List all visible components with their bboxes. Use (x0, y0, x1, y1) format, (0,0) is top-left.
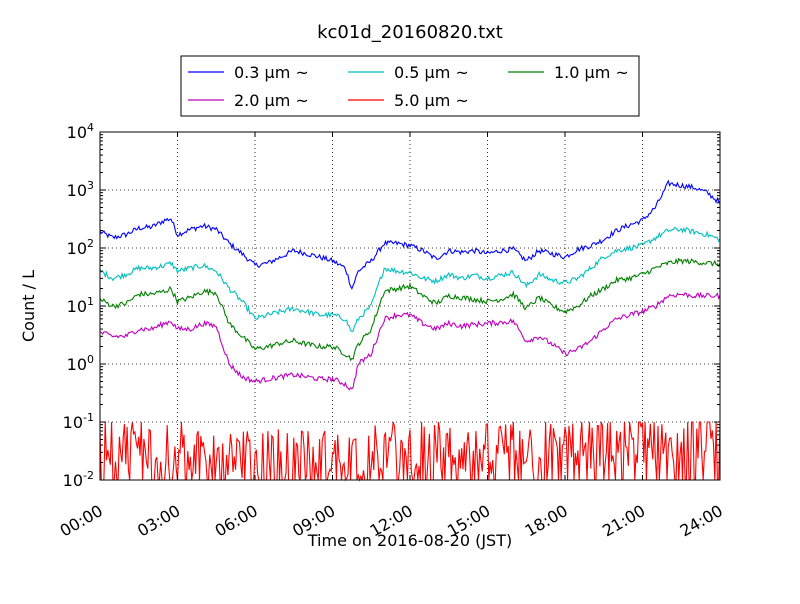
y-tick-label: 100 (67, 353, 94, 374)
legend-label: 1.0 μm ~ (554, 63, 629, 82)
series-line-3 (99, 291, 721, 391)
y-tick-label: 104 (67, 121, 94, 142)
y-tick-label: 10-1 (63, 411, 94, 432)
x-tick-label: 21:00 (599, 501, 648, 541)
ticks: 00:00 03:00 06:00 09:00 12:00 15:00 18:00 21:00… (57, 121, 726, 541)
y-tick-label: 102 (67, 237, 94, 258)
legend-label: 5.0 μm ~ (394, 91, 469, 110)
x-tick-label: 03:00 (134, 501, 183, 541)
legend-label: 2.0 μm ~ (234, 91, 309, 110)
series-line-1 (99, 226, 721, 333)
x-tick-label: 24:00 (677, 501, 726, 541)
series-line-0 (99, 179, 721, 290)
y-axis-label: Count / L (19, 270, 38, 342)
y-tick-label: 103 (67, 179, 94, 200)
y-tick-label: 101 (67, 295, 94, 316)
x-tick-label: 18:00 (522, 501, 571, 541)
grid (100, 132, 720, 480)
legend-box (180, 55, 640, 117)
chart-title: kc01d_20160820.txt (317, 22, 503, 43)
series-layer (99, 179, 721, 482)
x-tick-label: 00:00 (57, 501, 106, 541)
x-axis-label: Time on 2016-08-20 (JST) (307, 531, 512, 550)
legend-label: 0.3 μm ~ (234, 63, 309, 82)
series-line-4 (99, 421, 721, 482)
series-line-2 (99, 257, 721, 362)
x-tick-label: 06:00 (212, 501, 261, 541)
y-tick-label: 10-2 (63, 469, 94, 490)
legend: 0.3 μm ~ 0.5 μm ~ 1.0 μm ~ 2.0 μm ~ 5.0 μm ~ (180, 55, 640, 117)
legend-label: 0.5 μm ~ (394, 63, 469, 82)
